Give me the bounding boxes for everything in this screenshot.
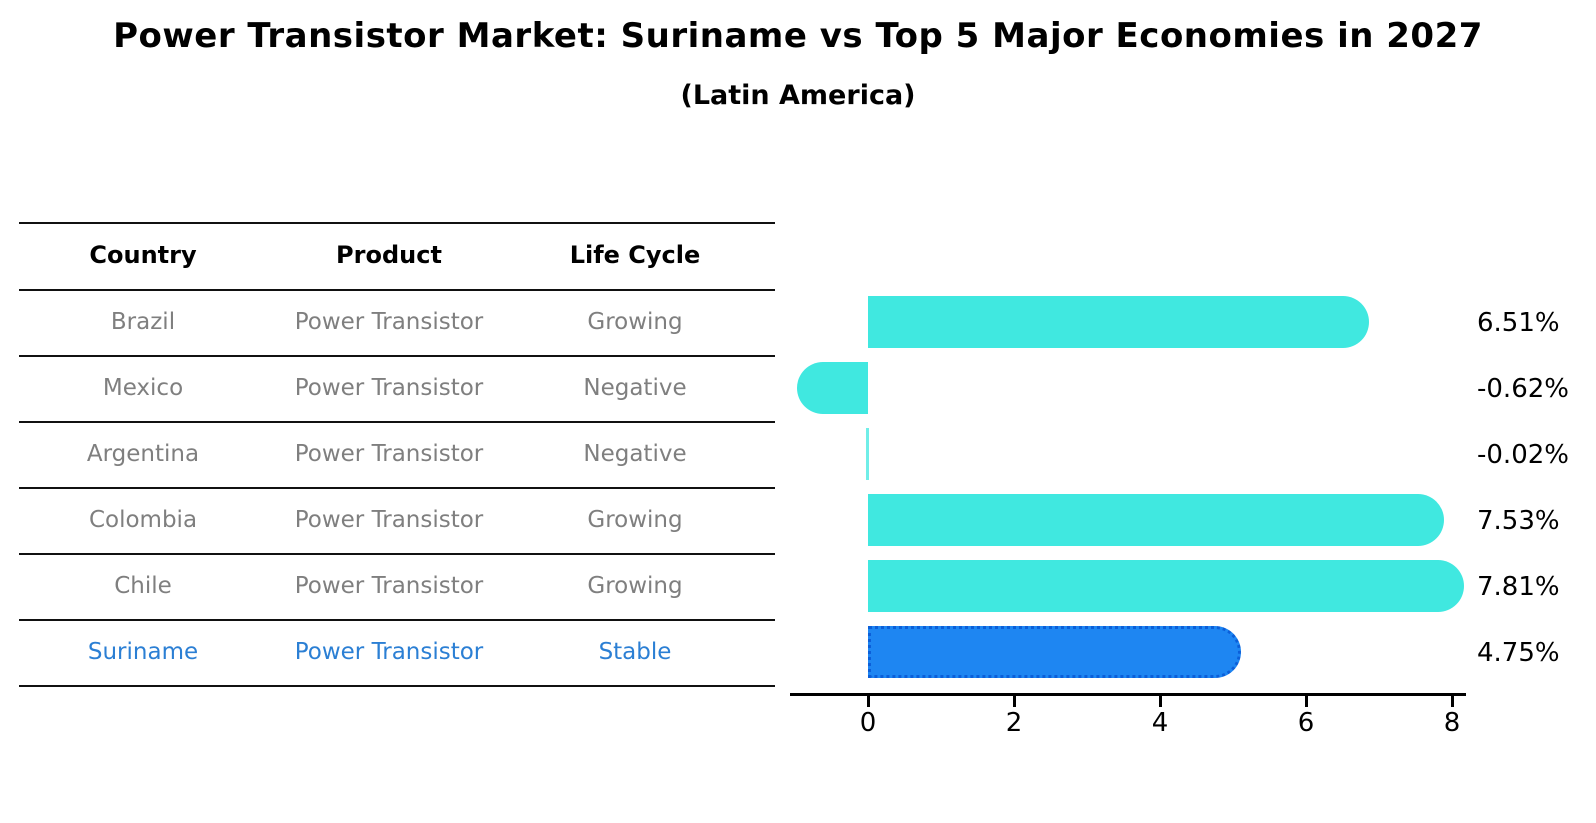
country-cell: Brazil [110,309,176,335]
table-divider-line [19,421,775,423]
product-cell: Power Transistor [294,639,484,665]
table-divider-line [19,355,775,357]
country-cell: Chile [114,573,172,599]
x-tick-label: 8 [1443,708,1461,738]
x-tick [867,696,870,707]
x-tick-label: 6 [1297,708,1315,738]
value-label: 7.53% [1477,506,1560,536]
chart-subtitle: (Latin America) [680,80,916,111]
bar-colombia [868,494,1444,546]
product-cell: Power Transistor [294,309,484,335]
life-cycle-cell: Growing [587,573,683,599]
product-cell: Power Transistor [294,375,484,401]
product-cell: Power Transistor [294,507,484,533]
product-cell: Power Transistor [294,573,484,599]
bar-argentina [866,428,869,480]
x-tick [1159,696,1162,707]
x-axis-line [790,693,1466,696]
table-divider-line [19,289,775,291]
value-label: -0.02% [1477,440,1569,470]
life-cycle-cell: Stable [598,639,672,665]
value-label: 4.75% [1477,638,1560,668]
chart-title: Power Transistor Market: Suriname vs Top… [113,16,1483,56]
country-cell: Argentina [86,441,200,467]
table-divider-line [19,222,775,224]
x-tick-label: 4 [1151,708,1169,738]
bar-mexico [796,362,868,414]
column-header-country: Country [89,241,197,269]
table-divider-line [19,487,775,489]
x-tick-label: 2 [1005,708,1023,738]
life-cycle-cell: Negative [583,375,687,401]
product-cell: Power Transistor [294,441,484,467]
column-header-life-cycle: Life Cycle [569,241,701,269]
x-tick [1013,696,1016,707]
country-cell: Colombia [88,507,198,533]
bar-chile [868,560,1465,612]
table-divider-line [19,619,775,621]
table-divider-line [19,685,775,687]
x-tick [1451,696,1454,707]
bar-brazil [868,296,1370,348]
bar-suriname [868,626,1241,678]
x-tick-label: 0 [859,708,877,738]
x-tick [1305,696,1308,707]
table-divider-line [19,553,775,555]
life-cycle-cell: Growing [587,507,683,533]
country-cell: Suriname [87,639,199,665]
value-label: 7.81% [1477,572,1560,602]
life-cycle-cell: Negative [583,441,687,467]
value-label: 6.51% [1477,308,1560,338]
life-cycle-cell: Growing [587,309,683,335]
column-header-product: Product [336,241,442,269]
country-cell: Mexico [102,375,184,401]
value-label: -0.62% [1477,374,1569,404]
